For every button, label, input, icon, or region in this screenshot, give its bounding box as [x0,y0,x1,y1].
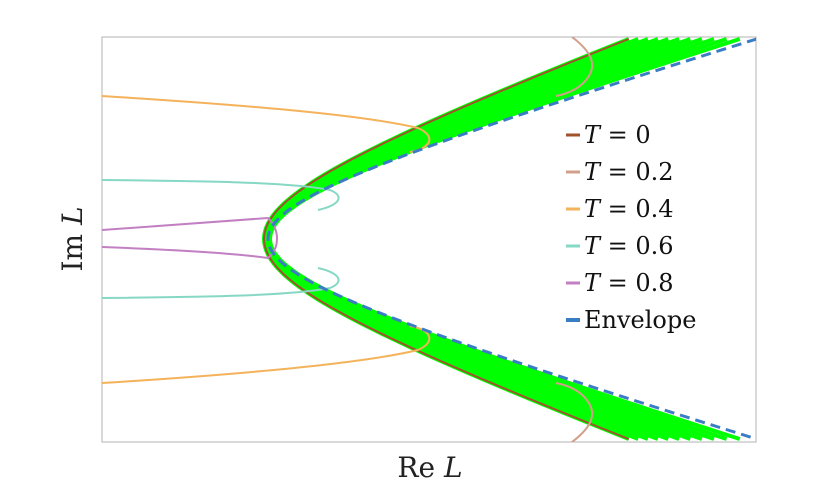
legend-symbol: T [584,195,602,223]
legend-symbol: T [584,158,602,186]
series-line-t0 [262,38,630,440]
legend-entry: T = 0.4 [584,195,674,223]
legend-value: = 0 [600,121,651,149]
series-line-t06-upper [102,179,340,211]
series-line-t04-upper [102,95,431,153]
x-axis-label-symbol: L [443,451,463,484]
series-line-t04-lower [102,325,431,384]
x-axis-label-text: Re [397,451,444,484]
series-line-t02-upper [555,37,594,97]
band-curve [262,37,639,441]
legend-entry: T = 0.2 [584,158,674,186]
y-axis-label-symbol: L [56,206,89,226]
curves-layer [102,37,756,442]
legend-value: = 0.8 [600,269,674,297]
legend-entry: T = 0.6 [584,232,674,260]
legend-value: = 0.6 [600,232,674,260]
legend-symbol: T [584,121,602,149]
band-curve [261,37,630,441]
x-axis-label: Re L [397,451,462,484]
series-line-t06-lower [102,267,340,299]
legend-entry: T = 0.8 [584,269,674,297]
series-line-envelope [266,37,756,441]
legend: T = 0T = 0.2T = 0.4T = 0.6T = 0.8Envelop… [566,121,696,334]
legend-entry: Envelope [584,306,696,334]
legend-value: = 0.4 [600,195,674,223]
series-line-t08 [102,216,278,260]
y-axis-label-text: Im [56,225,89,272]
legend-symbol: T [584,269,602,297]
legend-value: = 0.2 [600,158,674,186]
plot-frame [101,36,757,443]
y-axis-label: Im L [56,206,89,271]
series-line-t02-lower [555,382,594,442]
legend-entry: T = 0 [584,121,651,149]
band-curve [267,37,741,441]
legend-symbol: T [584,232,602,260]
legend-value: Envelope [584,306,696,334]
